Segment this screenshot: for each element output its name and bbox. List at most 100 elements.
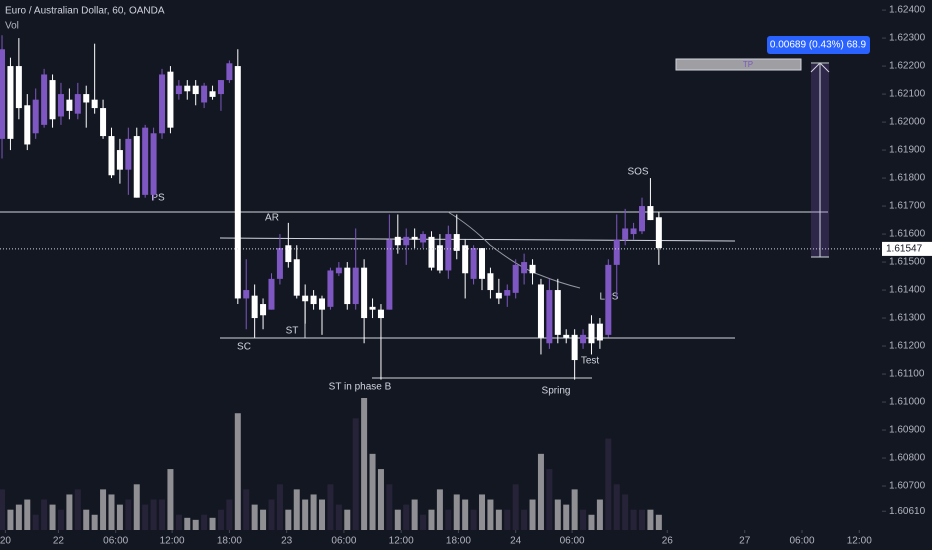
volume-bar (319, 499, 326, 530)
y-tick-label: 1.62200 (889, 61, 926, 72)
candle-body (394, 236, 401, 246)
candle-body (335, 267, 342, 274)
volume-bar (462, 499, 469, 530)
volume-bar (167, 469, 174, 530)
y-tick-label: 1.60610 (889, 506, 926, 517)
candle-body (327, 270, 334, 307)
volume-bar (285, 509, 292, 530)
volume-bar (487, 499, 494, 530)
volume-bar (453, 494, 460, 530)
volume-bar (302, 499, 309, 530)
candle-body (554, 290, 561, 335)
candle-body (192, 85, 199, 95)
candle-body (369, 306, 376, 310)
candle-body (116, 150, 123, 170)
candle-body (125, 138, 132, 170)
volume-bar (512, 484, 519, 530)
y-tick-label: 1.61800 (889, 173, 926, 184)
candle-body (361, 267, 368, 319)
x-tick-label: 06:00 (103, 536, 128, 547)
volume-bar (495, 509, 502, 530)
candle-body (57, 94, 64, 117)
candle-body (310, 295, 317, 305)
candle-body (537, 284, 544, 338)
volume-bar (369, 453, 376, 530)
annotation: SC (237, 342, 251, 353)
volume-bar (588, 514, 595, 530)
volume-bar (327, 484, 334, 530)
candle-body (462, 245, 469, 274)
y-tick-label: 1.62400 (889, 5, 926, 16)
candle-body (411, 236, 418, 240)
x-tick-label: 26 (662, 536, 674, 547)
y-tick-label: 1.62100 (889, 89, 926, 100)
candle-body (495, 292, 502, 299)
volume-bar (605, 438, 612, 530)
volume-bar (116, 504, 123, 530)
volume-bar (394, 509, 401, 530)
candle-body (445, 234, 452, 271)
volume-bar (420, 514, 427, 530)
target-box (675, 58, 802, 71)
last-price-box (882, 241, 932, 256)
y-tick-label: 1.60700 (889, 481, 926, 492)
candle-body (521, 262, 528, 274)
volume-bar (537, 453, 544, 530)
candle-body (529, 264, 536, 274)
volume-bar (159, 499, 166, 530)
volume-bar (276, 484, 283, 530)
volume-bar (41, 499, 48, 530)
volume-bar (66, 494, 73, 530)
volume-bar (436, 489, 443, 530)
candle-body (512, 264, 519, 293)
candle-body (302, 295, 309, 302)
volume-bar (32, 514, 39, 530)
volume-bar (243, 489, 250, 530)
volume-bar (386, 484, 393, 530)
candle-body (622, 228, 629, 240)
volume-bar (377, 469, 384, 530)
drawings: TP 0.00689 (0.43%) 68.9 (0, 36, 870, 379)
volume-bar (100, 489, 107, 530)
candle-body (91, 99, 98, 109)
y-tick-label: 1.60800 (889, 453, 926, 464)
volume-bar (411, 499, 418, 530)
candle-body (639, 206, 646, 232)
measure-label: 0.00689 (0.43%) 68.9 (770, 40, 867, 51)
volume-bar (293, 489, 300, 530)
x-tick-label: 06:00 (331, 536, 356, 547)
x-tick-label: 12:00 (160, 536, 185, 547)
y-tick-label: 1.61600 (889, 229, 926, 240)
candle-body (66, 99, 73, 111)
volume-bar (647, 509, 654, 530)
y-tick-label: 1.61700 (889, 201, 926, 212)
volume-bar (201, 514, 208, 530)
volume-bar (57, 509, 64, 530)
candle-body (580, 334, 587, 344)
volume-bar (571, 489, 578, 530)
candle-body (487, 273, 494, 291)
candle-body (100, 108, 107, 137)
candle-body (386, 239, 393, 310)
candle-body (377, 309, 384, 319)
volume-bar (142, 504, 149, 530)
y-tick-label: 1.61900 (889, 145, 926, 156)
x-tick-label: 12:00 (389, 536, 414, 547)
candle-body (479, 248, 486, 279)
candle-body (74, 94, 81, 114)
volume-bar (470, 509, 477, 530)
candle-body (251, 295, 258, 319)
volume-label: Vol (5, 21, 19, 32)
volume-bar (7, 509, 14, 530)
volume-bar (192, 519, 199, 530)
candle-body (571, 334, 578, 361)
candle-body (285, 245, 292, 263)
candle-body (184, 85, 191, 92)
candle-body (24, 105, 31, 145)
x-tick-label: 22 (53, 536, 65, 547)
candle-body (546, 290, 553, 344)
candle-body (243, 290, 250, 299)
volume-bar (108, 494, 115, 530)
candle-body (7, 66, 14, 139)
